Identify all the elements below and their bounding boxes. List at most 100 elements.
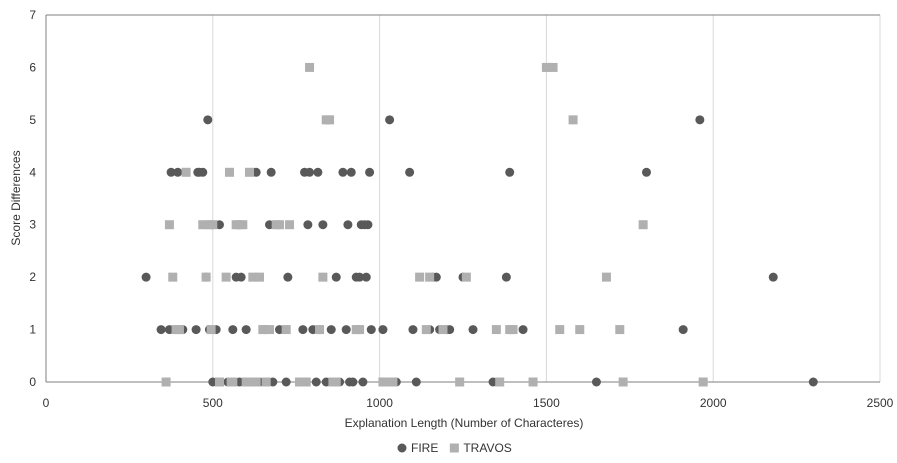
- fire-point: [591, 377, 601, 387]
- legend-marker-fire: [397, 443, 407, 453]
- fire-point: [241, 325, 251, 335]
- travos-point: [425, 272, 435, 282]
- legend-label: TRAVOS: [463, 441, 511, 455]
- travos-point: [555, 325, 565, 335]
- fire-point: [318, 220, 328, 230]
- fire-point: [341, 325, 351, 335]
- fire-point: [365, 167, 375, 177]
- travos-point: [528, 377, 538, 387]
- travos-point: [244, 167, 254, 177]
- fire-point: [313, 167, 323, 177]
- fire-point: [678, 325, 688, 335]
- y-tick-label: 1: [29, 323, 36, 337]
- travos-point: [251, 377, 261, 387]
- travos-point: [275, 220, 285, 230]
- travos-point: [198, 220, 208, 230]
- fire-point: [358, 377, 368, 387]
- travos-point: [495, 377, 505, 387]
- fire-point: [166, 167, 176, 177]
- fire-point: [228, 325, 238, 335]
- x-tick-label: 2000: [700, 396, 727, 410]
- fire-point: [518, 325, 528, 335]
- fire-point: [355, 272, 365, 282]
- travos-point: [305, 62, 315, 72]
- y-tick-label: 4: [29, 165, 36, 179]
- fire-point: [236, 272, 246, 282]
- legend-label: FIRE: [411, 441, 438, 455]
- travos-point: [174, 325, 184, 335]
- x-tick-label: 1500: [533, 396, 560, 410]
- travos-point: [258, 325, 268, 335]
- travos-point: [601, 272, 611, 282]
- x-axis-label: Explanation Length (Number of Charactere…: [345, 416, 584, 430]
- fire-point: [198, 167, 208, 177]
- fire-point: [343, 220, 353, 230]
- travos-point: [164, 220, 174, 230]
- travos-point: [261, 377, 271, 387]
- fire-point: [408, 325, 418, 335]
- travos-point: [238, 220, 248, 230]
- travos-point: [255, 272, 265, 282]
- fire-point: [366, 325, 376, 335]
- travos-point: [181, 167, 191, 177]
- travos-point: [265, 325, 275, 335]
- fire-point: [266, 167, 276, 177]
- travos-point: [201, 272, 211, 282]
- x-tick-label: 2500: [867, 396, 894, 410]
- travos-point: [421, 325, 431, 335]
- travos-point: [618, 377, 628, 387]
- travos-point: [208, 220, 218, 230]
- x-tick-label: 500: [203, 396, 223, 410]
- fire-point: [411, 377, 421, 387]
- y-tick-label: 0: [29, 375, 36, 389]
- travos-point: [438, 325, 448, 335]
- fire-point: [808, 377, 818, 387]
- legend: FIRE TRAVOS: [397, 441, 512, 455]
- fire-point: [203, 115, 213, 125]
- fire-point: [326, 325, 336, 335]
- fire-point: [348, 377, 358, 387]
- fire-point: [363, 220, 373, 230]
- gridlines: [212, 15, 881, 382]
- fire-point: [311, 377, 321, 387]
- travos-point: [541, 62, 551, 72]
- fire-point: [501, 272, 511, 282]
- fire-point: [303, 220, 313, 230]
- fire-point: [378, 325, 388, 335]
- fire-point: [305, 167, 315, 177]
- travos-point: [638, 220, 648, 230]
- fire-point: [331, 272, 341, 282]
- travos-point: [246, 377, 256, 387]
- fire-point: [385, 115, 395, 125]
- travos-point: [355, 325, 365, 335]
- travos-point: [248, 272, 258, 282]
- fire-point: [156, 325, 166, 335]
- fire-point: [505, 167, 515, 177]
- fire-point: [768, 272, 778, 282]
- fire-point: [298, 325, 308, 335]
- x-tick-label: 0: [43, 396, 50, 410]
- travos-point: [568, 115, 578, 125]
- travos-point: [295, 377, 305, 387]
- y-tick-label: 2: [29, 270, 36, 284]
- travos-point: [331, 377, 341, 387]
- travos-point: [381, 377, 391, 387]
- fire-point: [338, 167, 348, 177]
- travos-point: [461, 272, 471, 282]
- y-axis-label: Score Differences: [9, 150, 23, 245]
- y-tick-label: 3: [29, 218, 36, 232]
- travos-point: [508, 325, 518, 335]
- travos-point: [214, 377, 224, 387]
- travos-point: [315, 325, 325, 335]
- travos-point: [575, 325, 585, 335]
- y-tick-label: 6: [29, 60, 36, 74]
- travos-point: [301, 377, 311, 387]
- travos-point: [615, 325, 625, 335]
- fire-point: [361, 272, 371, 282]
- legend-marker-travos: [449, 443, 459, 453]
- fire-point: [191, 325, 201, 335]
- travos-point: [221, 272, 231, 282]
- fire-point: [281, 377, 291, 387]
